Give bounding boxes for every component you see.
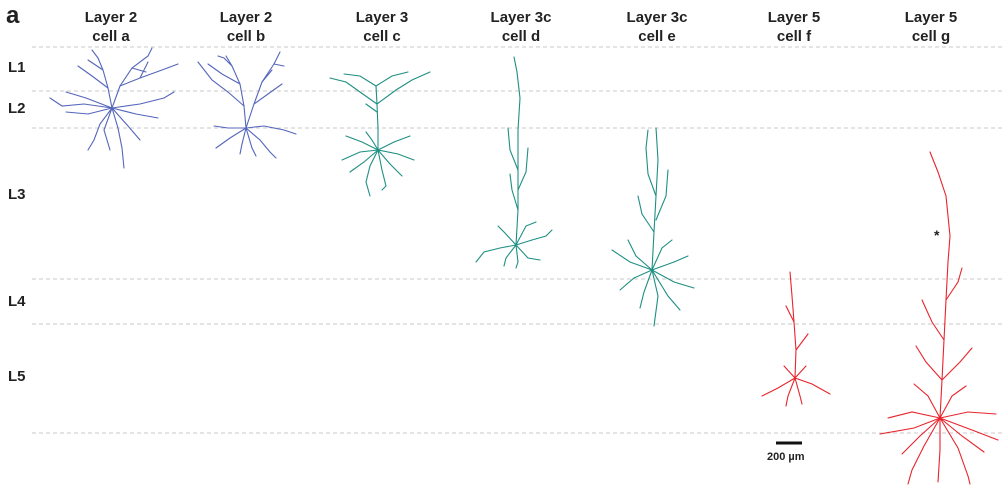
neuron-cell-c [329, 71, 431, 197]
layer-label-l1: L1 [8, 59, 26, 76]
column-title-line1: Layer 5 [767, 9, 821, 26]
column-title-line2: cell g [911, 28, 951, 45]
column-title-line2: cell b [226, 28, 266, 45]
layer-label-l3: L3 [8, 186, 26, 203]
column-title-cell-f: Layer 5 cell f [734, 8, 854, 46]
column-title-cell-d: Layer 3c cell d [461, 8, 581, 46]
column-title-line1: Layer 3c [626, 9, 688, 26]
neuron-cell-d [475, 56, 553, 269]
column-title-cell-b: Layer 2 cell b [186, 8, 306, 46]
neuron-cell-a [49, 47, 179, 169]
layer-boundaries [32, 46, 1003, 434]
column-title-line2: cell e [638, 28, 676, 45]
neuron-cell-f [761, 271, 831, 407]
column-title-line2: cell c [363, 28, 401, 45]
column-title-line1: Layer 5 [904, 9, 958, 26]
panel-letter: a [6, 2, 20, 29]
layer-label-l5: L5 [8, 368, 26, 385]
column-title-cell-c: Layer 3 cell c [322, 8, 442, 46]
column-title-cell-g: Layer 5 cell g [871, 8, 991, 46]
column-title-line2: cell f [776, 28, 812, 45]
layer-label-l4: L4 [8, 293, 26, 310]
scale-bar-label: 200 µm [767, 451, 805, 463]
column-title-line1: Layer 3 [355, 9, 409, 26]
column-title-cell-e: Layer 3c cell e [597, 8, 717, 46]
neuron-cell-g [879, 151, 999, 485]
column-title-line2: cell d [501, 28, 541, 45]
column-title-line2: cell a [92, 28, 130, 45]
layer-label-l2: L2 [8, 100, 26, 117]
column-title-line1: Layer 2 [84, 9, 138, 26]
neuron-cell-b [197, 51, 297, 159]
column-title-cell-a: Layer 2 cell a [51, 8, 171, 46]
apical-annotation-asterisk: * [934, 227, 940, 243]
neuron-cell-e [611, 127, 695, 327]
column-title-line1: Layer 2 [219, 9, 273, 26]
column-title-line1: Layer 3c [490, 9, 552, 26]
